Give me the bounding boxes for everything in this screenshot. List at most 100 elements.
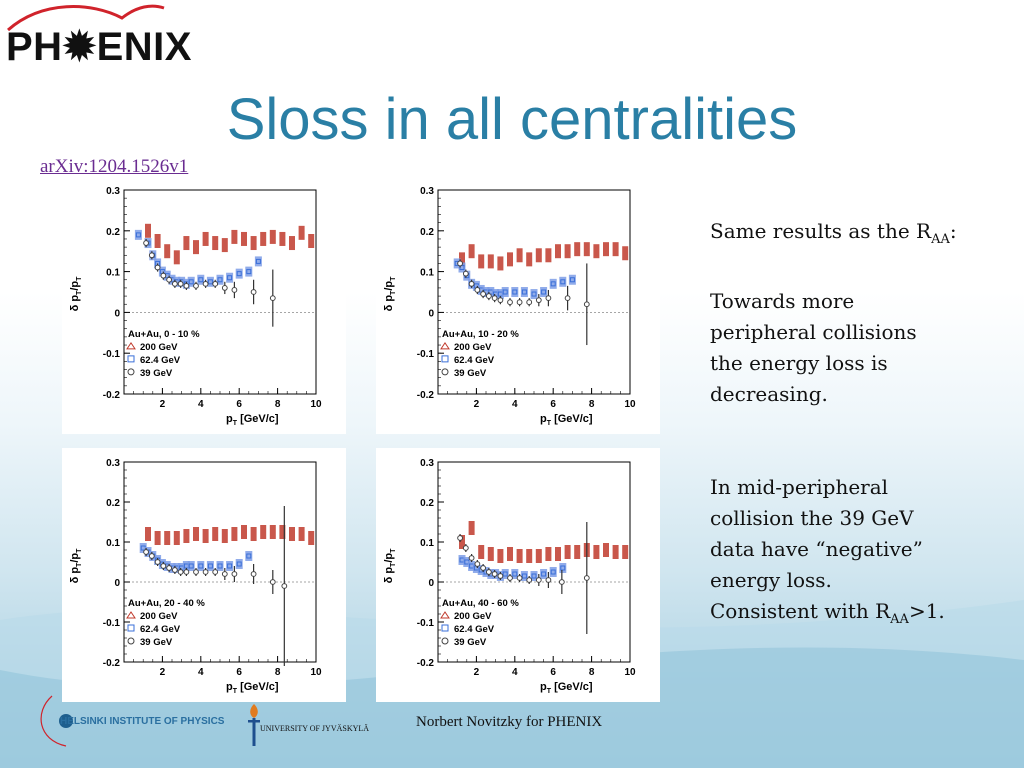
point-62gev [246, 553, 252, 559]
point-200gev [487, 547, 494, 561]
y-tick-label: 0.1 [106, 268, 120, 279]
point-39gev [193, 282, 199, 289]
x-tick-label: 2 [160, 399, 166, 410]
point-62gev [255, 258, 261, 264]
legend-marker-circle [127, 368, 135, 376]
point-39gev [202, 280, 209, 287]
x-tick-label: 6 [550, 399, 556, 410]
point-200gev [574, 545, 581, 559]
point-200gev [231, 527, 238, 541]
legend-marker-triangle [126, 611, 136, 619]
point-39gev [497, 573, 504, 579]
point-200gev [269, 525, 276, 539]
legend-entry: 200 GeV [140, 342, 178, 353]
p3-post: >1. [908, 599, 945, 623]
x-axis-label: pT [GeV/c] [540, 681, 593, 695]
point-200gev [298, 527, 305, 541]
point-200gev [164, 244, 171, 259]
point-62gev [502, 289, 508, 295]
point-39gev [221, 285, 228, 291]
chart-svg: -0.2 -0.1 0 0.1 0.2 0.3 2 4 6 8 10 pT [GeV/c] δ pT/p… [383, 186, 636, 427]
point-39gev [462, 270, 469, 277]
point-200gev [221, 529, 228, 543]
point-39gev [154, 559, 161, 565]
point-39gev [231, 571, 238, 577]
point-200gev [164, 531, 171, 545]
point-62gev-band [530, 571, 538, 581]
arxiv-link[interactable]: arXiv:1204.1526v1 [40, 156, 189, 177]
point-200gev [459, 535, 465, 549]
legend-entry: 200 GeV [454, 342, 492, 353]
point-62gev [560, 565, 566, 571]
point-39gev [231, 287, 238, 293]
y-tick-label: 0.1 [420, 538, 434, 549]
point-62gev [217, 563, 223, 569]
point-62gev-band [216, 561, 224, 571]
point-200gev [308, 234, 315, 248]
point-62gev-band [468, 561, 476, 571]
y-tick-label: -0.1 [103, 618, 121, 629]
point-200gev [564, 545, 571, 559]
point-39gev [545, 577, 552, 583]
point-62gev-band [182, 561, 190, 571]
x-tick-label: 8 [589, 667, 595, 678]
slide-title: Sloss in all centralities [226, 87, 798, 152]
hip-text: HELSINKI INSTITUTE OF PHYSICS [60, 716, 225, 727]
point-200gev [545, 248, 552, 263]
point-62gev-band [187, 276, 195, 287]
x-tick-label: 10 [310, 667, 322, 678]
point-200gev [145, 223, 151, 238]
point-62gev-band [197, 561, 205, 571]
point-62gev [550, 281, 556, 287]
x-tick-label: 4 [512, 667, 518, 678]
point-39gev [457, 535, 463, 541]
chart-panel-40-60: -0.2 -0.1 0 0.1 0.2 0.3 2 4 6 8 10 pT [GeV/c] δ pT/p… [376, 448, 660, 702]
point-39gev [212, 280, 219, 287]
point-62gev [521, 573, 527, 579]
point-62gev-band [226, 561, 234, 571]
logo-arc [7, 4, 165, 32]
point-39gev [474, 287, 481, 293]
point-62gev-band [540, 287, 548, 297]
point-39gev [171, 567, 178, 573]
hip-logo [40, 695, 73, 747]
p1-text: Same results as the R [710, 219, 932, 243]
point-200gev [535, 549, 542, 563]
y-tick-label: -0.1 [103, 349, 121, 360]
point-200gev [526, 549, 533, 563]
point-39gev [250, 571, 257, 577]
legend-marker-circle [441, 637, 449, 645]
point-62gev-band [501, 569, 509, 579]
side-text: Same results as the RAA: Towards more pe… [710, 216, 1010, 635]
point-62gev [207, 563, 213, 569]
legend-marker-square [441, 355, 449, 363]
point-39gev [507, 299, 513, 306]
phenix-logo: PH✹ENIX [2, 0, 222, 72]
point-39gev [497, 297, 504, 304]
legend-marker-square [127, 624, 135, 632]
point-62gev [512, 571, 518, 577]
point-200gev [221, 238, 228, 253]
point-62gev-band [235, 559, 243, 569]
point-39gev [480, 291, 487, 297]
point-62gev [569, 277, 575, 283]
point-39gev [468, 555, 475, 561]
chart-panel-10-20: -0.2 -0.1 0 0.1 0.2 0.3 2 4 6 8 10 pT [GeV/c] δ pT/p… [376, 176, 660, 434]
point-39gev [564, 295, 571, 302]
x-tick-label: 8 [275, 667, 281, 678]
logo-text: PH✹ENIX [6, 25, 192, 69]
y-tick-label: 0.2 [420, 498, 434, 509]
point-200gev [212, 527, 219, 541]
point-62gev-band [206, 276, 214, 287]
point-62gev [135, 232, 141, 238]
point-200gev [622, 545, 629, 559]
point-62gev-band [477, 284, 485, 295]
legend-marker-triangle [440, 341, 450, 350]
y-axis-label: δ pT/pT [383, 276, 397, 312]
y-tick-label: 0.2 [106, 227, 120, 238]
point-39gev [160, 563, 167, 569]
y-axis-label: δ pT/pT [69, 548, 83, 584]
point-200gev [183, 529, 190, 543]
x-tick-label: 4 [198, 667, 204, 678]
legend-marker-square [441, 624, 449, 632]
